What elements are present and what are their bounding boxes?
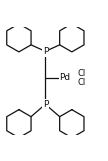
Text: Cl: Cl: [77, 78, 85, 87]
Text: Cl: Cl: [77, 69, 85, 78]
Text: P: P: [43, 47, 48, 56]
Text: Pd: Pd: [59, 73, 70, 82]
Text: P: P: [43, 100, 48, 109]
